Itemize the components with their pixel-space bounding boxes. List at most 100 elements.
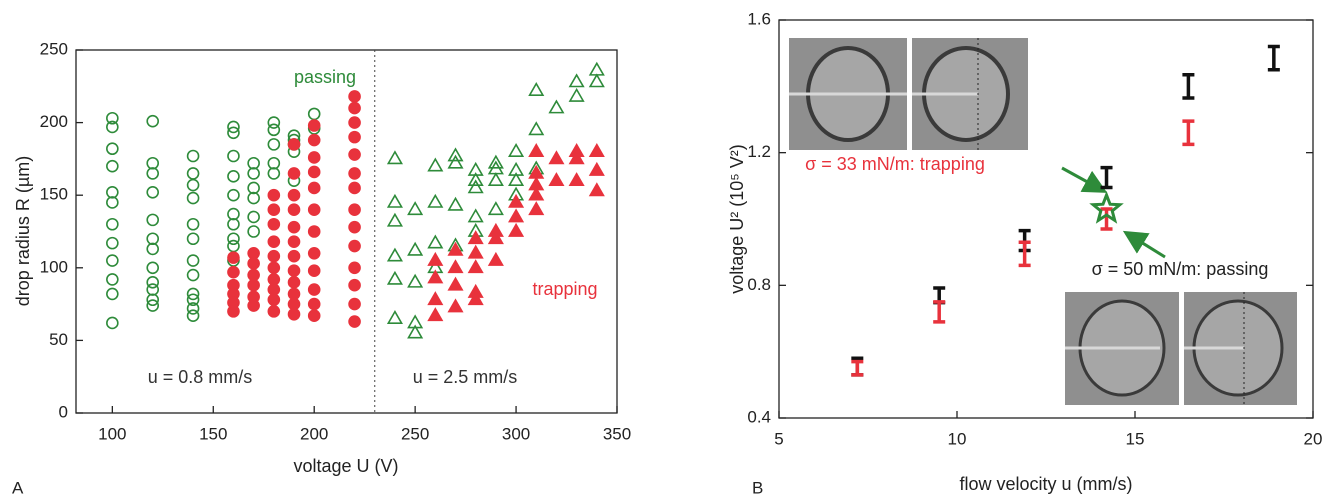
x-axis-label: flow velocity u (mm/s) — [959, 474, 1132, 494]
data-point — [267, 217, 281, 231]
data-point — [528, 164, 545, 179]
data-point — [146, 167, 160, 180]
data-point — [348, 203, 361, 217]
data-point — [287, 276, 301, 289]
data-point — [407, 273, 424, 288]
data-point — [447, 241, 464, 256]
star-point — [1089, 190, 1124, 224]
data-point — [307, 246, 321, 260]
data-point — [447, 276, 464, 291]
data-point — [106, 185, 119, 199]
y-tick-label: 150 — [40, 185, 68, 204]
data-point — [106, 254, 119, 267]
y-tick-label: 0.8 — [747, 275, 771, 294]
data-point — [287, 235, 301, 248]
data-point — [386, 212, 403, 227]
data-point — [568, 73, 585, 88]
data-point — [267, 283, 281, 296]
x-tick-label: 10 — [948, 429, 967, 448]
data-point — [348, 130, 361, 144]
data-point — [508, 193, 525, 208]
data-point — [247, 257, 260, 270]
data-point — [487, 172, 504, 187]
data-point — [348, 181, 361, 195]
data-point — [588, 73, 605, 88]
data-point — [467, 244, 484, 259]
y-tick-label: 0 — [59, 402, 68, 421]
data-point — [487, 251, 504, 266]
data-point — [247, 181, 260, 195]
data-point — [508, 172, 525, 187]
data-point — [287, 264, 301, 278]
x-tick-label: 300 — [502, 424, 530, 443]
data-point — [307, 181, 321, 195]
data-point — [247, 299, 260, 312]
data-point — [427, 157, 444, 172]
data-point — [568, 150, 585, 165]
data-point — [386, 193, 403, 208]
data-point — [307, 165, 321, 179]
data-point — [447, 154, 464, 169]
data-point — [267, 116, 281, 129]
data-point — [427, 307, 444, 322]
data-point — [528, 82, 545, 97]
data-point — [267, 138, 281, 151]
annotation: u = 2.5 mm/s — [413, 367, 518, 387]
data-point — [447, 298, 464, 313]
y-tick-label: 1.6 — [747, 9, 771, 28]
data-point — [407, 201, 424, 216]
data-point — [106, 196, 119, 209]
data-point — [106, 236, 119, 250]
data-point — [307, 283, 321, 296]
data-point — [307, 151, 321, 164]
annotation: u = 0.8 mm/s — [148, 367, 253, 387]
data-point — [247, 156, 260, 170]
data-point — [186, 268, 200, 282]
panel-label: A — [12, 478, 24, 497]
data-point — [467, 291, 484, 306]
data-point — [348, 297, 361, 311]
data-point — [186, 167, 200, 180]
data-point — [287, 307, 301, 321]
data-point — [146, 276, 160, 289]
data-point — [447, 196, 464, 211]
data-point — [307, 264, 321, 278]
inset-bottom — [1065, 292, 1297, 405]
data-point — [467, 259, 484, 274]
data-point — [247, 167, 260, 180]
data-point — [348, 315, 361, 328]
data-point — [227, 239, 240, 253]
plot-frame — [778, 19, 1314, 419]
data-point — [106, 287, 119, 301]
data-point — [588, 143, 605, 157]
y-tick-label: 100 — [40, 257, 68, 276]
y-tick-label: 50 — [49, 330, 68, 349]
data-point — [287, 138, 301, 151]
y-axis-label: drop radius R (µm) — [13, 156, 33, 306]
inset-top — [789, 38, 1028, 150]
data-point — [186, 309, 200, 323]
data-point — [407, 241, 424, 256]
data-point — [267, 273, 281, 286]
data-point — [146, 114, 160, 128]
data-point — [528, 143, 545, 157]
data-point — [146, 293, 160, 307]
data-point — [467, 172, 484, 187]
data-point — [247, 225, 260, 238]
data-point — [588, 182, 605, 197]
y-axis-label: voltage U² (10⁵ V²) — [727, 144, 747, 294]
data-point — [348, 90, 361, 103]
data-point — [447, 147, 464, 162]
data-point — [146, 232, 160, 246]
data-point — [267, 156, 281, 170]
annotation: trapping — [532, 279, 597, 299]
data-point — [106, 273, 119, 286]
error-bar — [1182, 119, 1195, 147]
x-tick-label: 200 — [300, 424, 328, 443]
data-point — [447, 259, 464, 274]
data-point — [227, 170, 240, 183]
data-point — [186, 287, 200, 301]
data-point — [386, 247, 403, 262]
x-tick-label: 350 — [603, 424, 631, 443]
